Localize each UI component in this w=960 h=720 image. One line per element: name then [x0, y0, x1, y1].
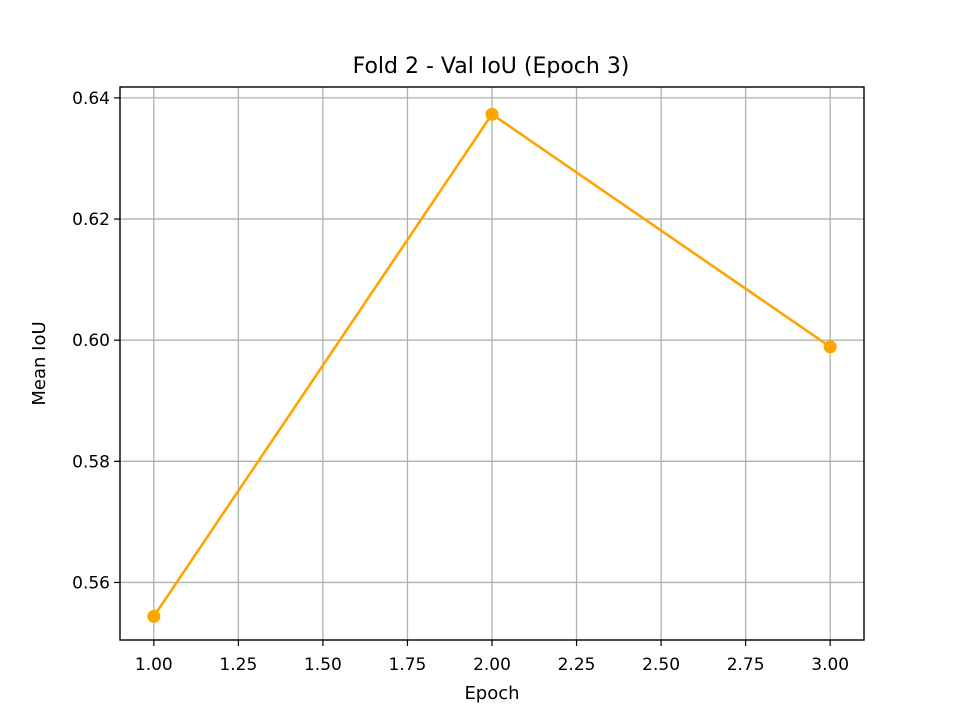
- x-tick-label: 2.25: [558, 655, 596, 675]
- y-tick-label: 0.64: [72, 89, 110, 109]
- data-point: [485, 107, 499, 121]
- chart-title: Fold 2 - Val IoU (Epoch 3): [353, 54, 630, 79]
- y-tick-label: 0.58: [72, 452, 110, 472]
- x-tick-label: 1.25: [219, 655, 257, 675]
- x-tick-label: 2.50: [642, 655, 680, 675]
- y-tick-label: 0.56: [72, 573, 110, 593]
- grid: [120, 87, 864, 640]
- x-tick-label: 1.50: [304, 655, 342, 675]
- x-tick-label: 1.75: [389, 655, 427, 675]
- ticks: 1.00 1.25 1.50 1.75 2.00 2.25 2.50 2.75 3.00 0.56…: [72, 89, 849, 675]
- y-tick-label: 0.60: [72, 331, 110, 351]
- series-layer: [147, 107, 837, 623]
- data-point: [147, 609, 161, 623]
- y-tick-label: 0.62: [72, 210, 110, 230]
- data-point: [823, 340, 837, 354]
- x-tick-label: 1.00: [135, 655, 173, 675]
- x-tick-label: 3.00: [811, 655, 849, 675]
- x-tick-label: 2.75: [727, 655, 765, 675]
- x-axis-label: Epoch: [464, 683, 519, 704]
- x-tick-label: 2.00: [473, 655, 511, 675]
- y-axis-label: Mean IoU: [29, 321, 50, 405]
